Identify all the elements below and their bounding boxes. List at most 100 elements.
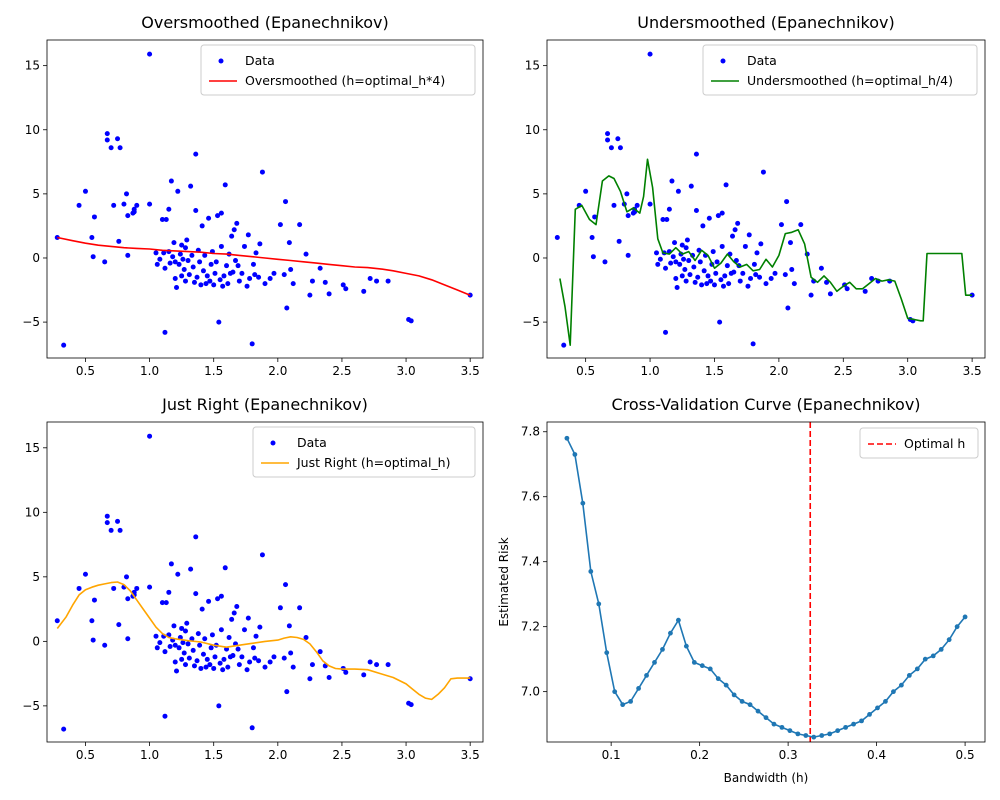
data-point — [249, 341, 255, 347]
data-point — [131, 206, 137, 212]
data-point — [207, 662, 213, 668]
data-point — [322, 279, 328, 285]
data-point — [686, 258, 692, 264]
data-point — [154, 645, 160, 651]
data-point — [317, 649, 323, 655]
x-tick-label: 0.2 — [690, 748, 709, 762]
data-point — [239, 270, 245, 276]
data-point — [340, 282, 346, 288]
data-point — [231, 227, 237, 233]
data-point — [589, 234, 595, 240]
data-point — [115, 136, 121, 142]
data-point — [683, 245, 689, 251]
data-point — [657, 256, 663, 262]
y-tick-label: 15 — [25, 59, 40, 73]
data-point — [61, 726, 67, 732]
data-point — [733, 258, 739, 264]
y-tick-label: 15 — [25, 441, 40, 455]
data-point — [153, 633, 159, 639]
data-point — [185, 641, 191, 647]
data-point — [740, 270, 746, 276]
data-point — [147, 584, 153, 590]
risk-point — [683, 643, 689, 649]
data-point — [134, 585, 140, 591]
risk-point — [930, 653, 936, 659]
data-point — [408, 318, 414, 324]
data-point — [167, 260, 173, 266]
data-point — [125, 252, 131, 258]
data-point — [713, 270, 719, 276]
x-tick-label: 0.3 — [779, 748, 798, 762]
data-point — [751, 261, 757, 267]
risk-point — [763, 715, 769, 721]
data-point — [704, 281, 710, 287]
data-point — [290, 281, 296, 287]
data-point — [723, 182, 729, 188]
data-point — [664, 217, 670, 223]
data-point — [177, 251, 183, 257]
chart-title: Just Right (Epanechnikov) — [161, 395, 368, 414]
y-tick-label: 10 — [25, 505, 40, 519]
risk-point — [564, 435, 570, 441]
data-point — [189, 252, 195, 258]
risk-point — [755, 708, 761, 714]
data-point — [244, 667, 250, 673]
data-point — [91, 214, 97, 220]
data-point — [675, 188, 681, 194]
data-point — [602, 259, 608, 265]
data-point — [660, 217, 666, 223]
risk-line — [566, 437, 966, 738]
data-point — [236, 278, 242, 284]
data-point — [172, 642, 178, 648]
data-point — [198, 282, 204, 288]
axes-frame — [546, 421, 986, 743]
risk-point — [572, 452, 578, 457]
data-point — [700, 223, 706, 229]
data-point — [361, 672, 367, 678]
data-point — [218, 243, 224, 249]
data-point — [257, 624, 263, 630]
data-point — [182, 628, 188, 634]
data-point — [647, 201, 653, 207]
data-point — [172, 659, 178, 665]
panel-undersmoothed: Undersmoothed (Epanechnikov) 0.5 1.0 1.5 2.0… — [522, 13, 986, 378]
data-point — [182, 662, 188, 668]
data-point — [239, 654, 245, 660]
risk-point — [636, 685, 641, 691]
data-point — [231, 610, 237, 616]
data-point — [687, 272, 693, 278]
data-point — [54, 234, 60, 240]
data-point — [385, 662, 391, 668]
data-point — [791, 281, 797, 287]
risk-point — [875, 705, 880, 711]
x-tick-label: 3.5 — [461, 364, 480, 378]
x-tick-label: 3.0 — [898, 364, 917, 378]
data-point — [288, 650, 294, 656]
data-point — [241, 627, 247, 633]
data-point — [256, 274, 262, 280]
data-point — [787, 240, 793, 246]
data-point — [307, 292, 313, 298]
x-tick-label: 2.5 — [834, 364, 853, 378]
data-point — [61, 342, 67, 348]
data-point — [309, 278, 315, 284]
data-point — [229, 616, 235, 622]
chart-title: Cross-Validation Curve (Epanechnikov) — [611, 395, 920, 414]
data-point — [241, 243, 247, 249]
data-point — [288, 267, 294, 273]
data-point — [742, 243, 748, 249]
data-point — [367, 659, 373, 665]
data-point — [666, 206, 672, 212]
risk-point — [827, 731, 833, 737]
data-point — [82, 571, 88, 577]
data-point — [693, 208, 699, 214]
data-point — [717, 319, 723, 325]
risk-point — [715, 676, 721, 682]
data-point — [168, 561, 174, 567]
data-point — [250, 261, 256, 267]
data-point — [216, 319, 222, 325]
legend-label-optimal: Optimal h — [904, 436, 965, 451]
risk-point — [914, 666, 920, 672]
data-point — [253, 633, 259, 639]
risk-point — [851, 721, 856, 727]
